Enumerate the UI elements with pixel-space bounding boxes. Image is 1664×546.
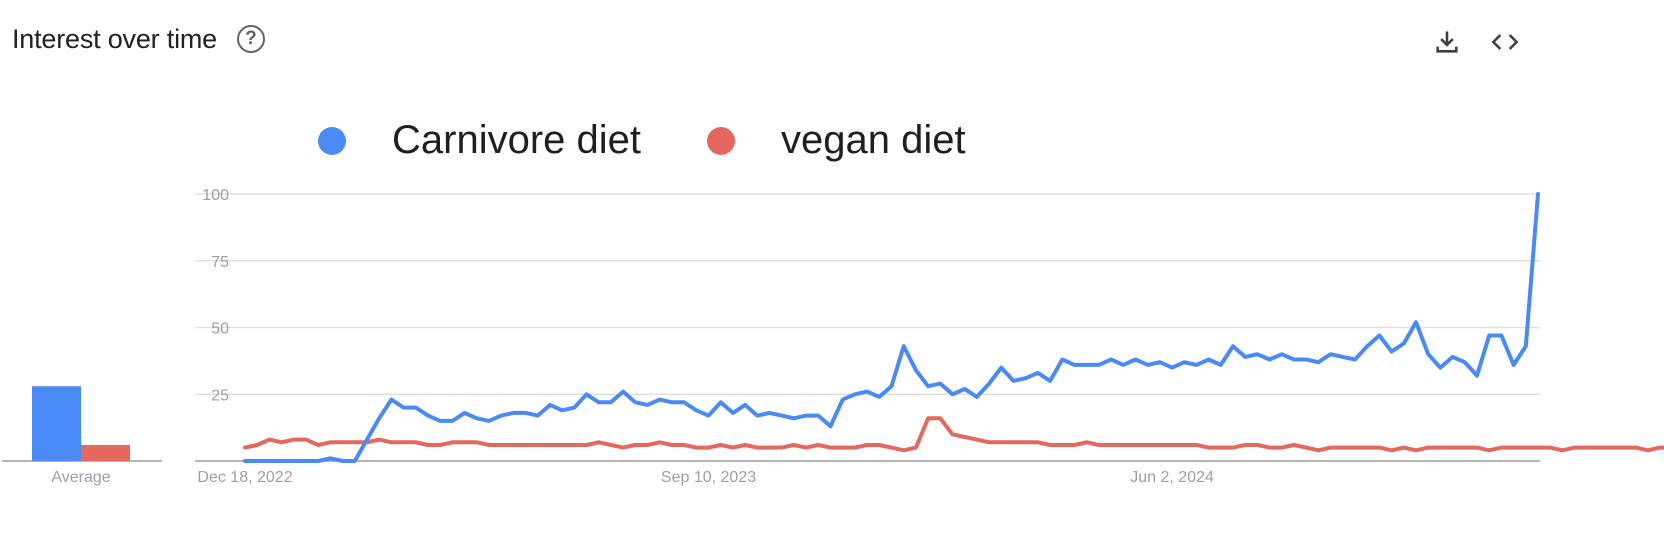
legend-dot-vegan <box>707 126 736 155</box>
average-label: Average <box>51 469 110 486</box>
y-tick-label-25: 25 <box>211 387 229 404</box>
average-bar-vegan <box>81 444 130 461</box>
legend-dot-carnivore <box>318 126 346 155</box>
header: Interest over time ? <box>12 14 265 64</box>
x-tick-label-1: Dec 18, 2022 <box>197 469 292 486</box>
series-line-vegan <box>243 416 1664 453</box>
legend: Carnivore diet vegan diet <box>318 118 1032 163</box>
page-title: Interest over time <box>12 23 217 54</box>
legend-label-carnivore: Carnivore diet <box>392 118 642 162</box>
y-tick-label-50: 50 <box>211 321 229 338</box>
average-bar-chart: Average <box>2 386 162 486</box>
legend-item-vegan[interactable]: vegan diet <box>707 118 966 163</box>
y-tick-label-100: 100 <box>202 187 229 204</box>
embed-code-icon[interactable] <box>1485 22 1525 62</box>
y-tick-label-75: 75 <box>211 254 229 271</box>
legend-label-vegan: vegan diet <box>781 118 966 162</box>
download-icon[interactable] <box>1427 22 1467 62</box>
help-circle-icon[interactable]: ? <box>236 25 265 53</box>
download-glyph <box>1436 31 1458 53</box>
average-bar-carnivore <box>32 386 81 461</box>
x-tick-label-2: Sep 10, 2023 <box>661 469 756 486</box>
legend-item-carnivore[interactable]: Carnivore diet <box>318 118 641 163</box>
x-tick-label-3: Jun 2, 2024 <box>1130 469 1214 486</box>
series-line-carnivore <box>243 192 1540 463</box>
embed-code-glyph <box>1491 34 1519 50</box>
